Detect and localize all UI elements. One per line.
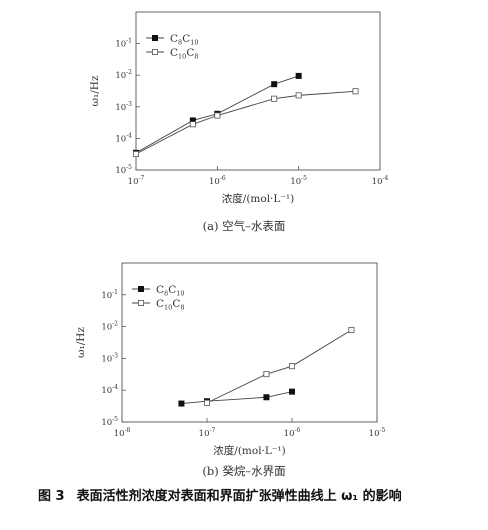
data-point-C8C10 xyxy=(288,388,295,395)
data-point-C10C8 xyxy=(271,95,278,102)
chart-a-svg: 10-7 10-6 10-5 10-4 10-5 10-4 10-3 10-2 10-1 浓度/(… xyxy=(89,11,389,205)
data-point-C10C8 xyxy=(189,121,196,128)
figure-caption: 图 3 表面活性剂浓度对表面和界面扩张弹性曲线上 ω₁ 的影响 xyxy=(38,486,478,507)
plot-frame xyxy=(135,11,381,171)
data-point-C10C8 xyxy=(352,88,359,95)
legend-label: C10C8 xyxy=(170,47,199,61)
x-tick-label: 10-6 xyxy=(209,175,226,187)
y-tick-label: 10-2 xyxy=(115,69,132,81)
figure-number: 图 3 xyxy=(38,489,65,504)
y-axis-label: ω₁/Hz xyxy=(89,75,101,106)
legend-marker xyxy=(151,49,158,56)
x-tick-label: 10-6 xyxy=(284,427,301,439)
series-line-C10C8 xyxy=(135,90,356,155)
y-tick-label: 10-2 xyxy=(101,321,118,333)
legend-marker xyxy=(137,286,144,293)
series-line-C8C10 xyxy=(181,391,293,405)
data-point-C10C8 xyxy=(214,112,221,119)
data-point-C8C10 xyxy=(178,400,185,407)
data-point-C10C8 xyxy=(348,327,355,334)
legend-label: C8C10 xyxy=(170,33,199,47)
x-axis-label: 浓度/(mol·L⁻¹) xyxy=(222,192,294,205)
data-point-C8C10 xyxy=(271,81,278,88)
data-point-C8C10 xyxy=(263,394,270,401)
y-tick-label: 10-3 xyxy=(101,352,118,364)
chart-panel-a: 10-7 10-6 10-5 10-4 10-5 10-4 10-3 10-2 10-1 浓度/(… xyxy=(0,0,488,240)
x-axis-label: 浓度/(mol·L⁻¹) xyxy=(213,444,285,457)
y-tick-label: 10-4 xyxy=(101,384,118,396)
y-axis-label: ω₁/Hz xyxy=(75,327,87,358)
legend-label: C10C8 xyxy=(156,298,185,312)
x-tick-label: 10-7 xyxy=(128,175,145,187)
data-point-C10C8 xyxy=(295,92,302,99)
data-point-C10C8 xyxy=(263,371,270,378)
chart-panel-b: 10-8 10-7 10-6 10-5 10-5 10-4 10-3 10-2 10-1 浓度/(… xyxy=(0,250,488,486)
figure-caption-text: 表面活性剂浓度对表面和界面扩张弹性曲线上 ω₁ 的影响 xyxy=(76,489,402,504)
legend-label: C8C10 xyxy=(156,284,185,298)
x-tick-label: 10-5 xyxy=(290,175,307,187)
series-line-C10C8 xyxy=(206,329,352,404)
x-tick-label: 10-4 xyxy=(372,175,389,187)
data-point-C10C8 xyxy=(288,363,295,370)
chart-a-caption: (a) 空气–水表面 xyxy=(202,219,286,233)
y-tick-label: 10-5 xyxy=(115,164,132,176)
y-tick-label: 10-4 xyxy=(115,132,132,144)
x-tick-label: 10-8 xyxy=(114,427,131,439)
y-tick-label: 10-1 xyxy=(115,38,132,50)
chart-b-caption: (b) 癸烷–水界面 xyxy=(202,464,286,478)
data-point-C10C8 xyxy=(203,399,210,406)
chart-b-svg: 10-8 10-7 10-6 10-5 10-5 10-4 10-3 10-2 10-1 浓度/(… xyxy=(75,262,386,457)
legend-marker xyxy=(151,35,158,42)
y-tick-label: 10-5 xyxy=(101,416,118,428)
data-point-C8C10 xyxy=(295,72,302,79)
x-tick-label: 10-5 xyxy=(369,427,386,439)
y-tick-label: 10-1 xyxy=(101,289,118,301)
data-point-C10C8 xyxy=(132,151,139,158)
legend-marker xyxy=(137,300,144,307)
y-tick-label: 10-3 xyxy=(115,101,132,113)
x-tick-label: 10-7 xyxy=(199,427,216,439)
plot-frame xyxy=(121,262,378,423)
